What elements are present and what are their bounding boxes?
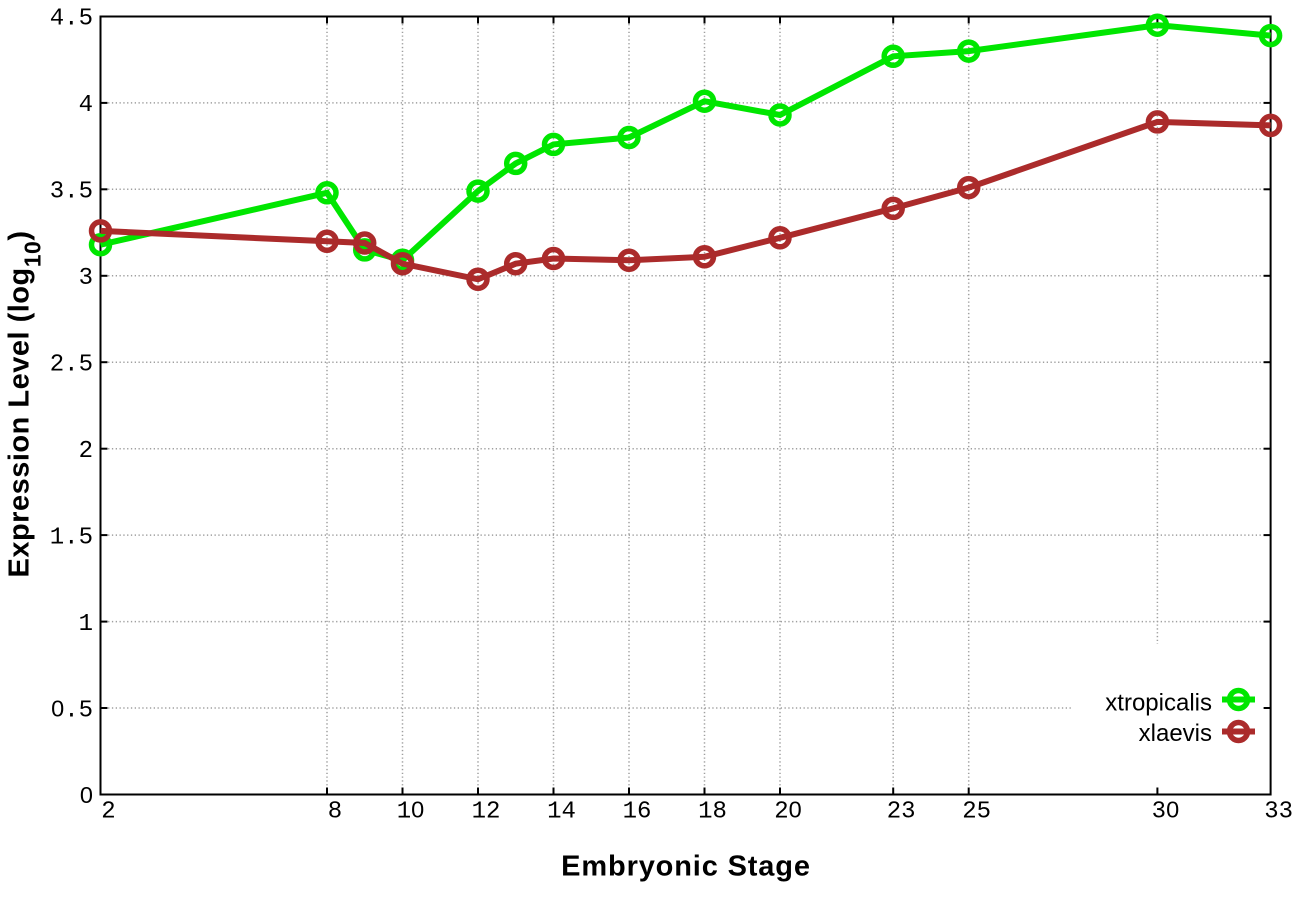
svg-text:4.5: 4.5: [50, 6, 93, 33]
svg-text:16: 16: [623, 799, 652, 826]
svg-text:23: 23: [887, 799, 916, 826]
svg-text:33: 33: [1264, 799, 1293, 826]
svg-text:18: 18: [698, 799, 727, 826]
svg-text:3: 3: [79, 265, 93, 292]
svg-text:xtropicalis: xtropicalis: [1105, 690, 1212, 717]
svg-text:8: 8: [328, 799, 342, 826]
svg-text:1.5: 1.5: [50, 524, 93, 551]
svg-text:Embryonic Stage: Embryonic Stage: [561, 851, 811, 883]
svg-text:2.5: 2.5: [50, 352, 93, 379]
svg-text:1: 1: [79, 611, 93, 638]
svg-text:20: 20: [774, 797, 801, 826]
svg-text:2: 2: [79, 438, 93, 465]
svg-text:30: 30: [1152, 797, 1179, 826]
svg-text:12: 12: [472, 799, 501, 826]
svg-text:25: 25: [962, 799, 991, 826]
svg-text:4: 4: [79, 92, 93, 119]
svg-text:10: 10: [397, 797, 424, 826]
svg-text:xlaevis: xlaevis: [1139, 720, 1212, 747]
svg-text:0.5: 0.5: [51, 695, 93, 724]
svg-text:2: 2: [101, 799, 115, 826]
svg-text:0: 0: [80, 782, 93, 808]
svg-text:14: 14: [547, 799, 576, 826]
svg-text:3.5: 3.5: [50, 179, 93, 206]
